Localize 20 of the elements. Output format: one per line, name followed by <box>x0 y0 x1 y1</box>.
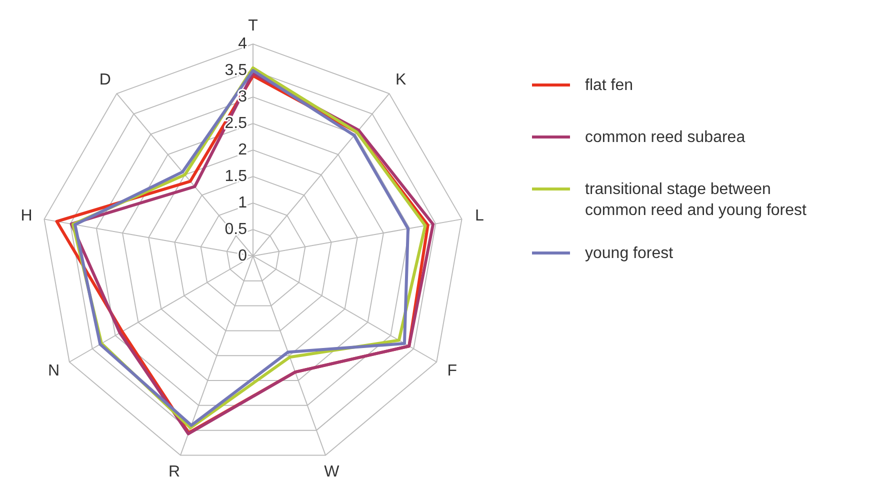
legend-label: flat fen <box>585 77 634 94</box>
y-tick-label: 2 <box>238 142 248 158</box>
spoke-label: T <box>248 18 258 34</box>
legend-label: common reed subarea <box>585 129 746 146</box>
legend-label: transitional stage between common reed and young forest <box>585 181 808 219</box>
spoke-label: H <box>20 208 32 225</box>
y-tick-label: 0.5 <box>224 221 248 238</box>
y-tick-label: 4 <box>238 36 248 52</box>
spoke-label: K <box>396 71 407 88</box>
y-tick-label: 0 <box>238 248 248 264</box>
y-tick-label: 1.5 <box>224 168 248 185</box>
spoke-label: D <box>99 71 111 88</box>
y-tick-label: 1 <box>238 194 248 212</box>
spoke-label: F <box>447 362 458 380</box>
spoke-label: R <box>168 464 180 481</box>
y-tick-label: 3.5 <box>224 62 248 79</box>
spoke-label: L <box>475 208 484 225</box>
spoke-label: N <box>48 362 60 380</box>
legend-label: young forest <box>585 245 674 262</box>
spoke-label: W <box>324 464 340 481</box>
